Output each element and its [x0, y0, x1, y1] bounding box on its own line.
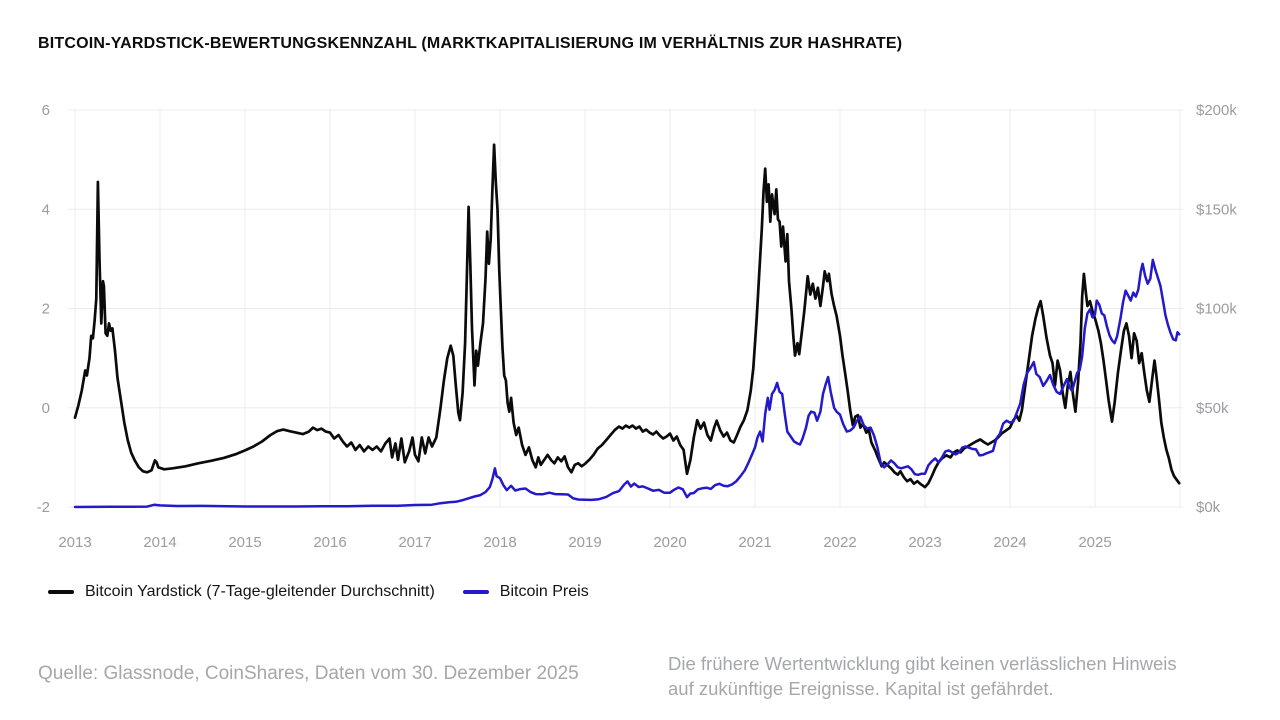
axis-labels: 6 4 2 0 -2 $200k $150k $100k $50k $0k 2013 2014 2015…: [37, 102, 1238, 551]
x-axis-tick-label: 2020: [653, 534, 686, 551]
price-line-swatch: [462, 590, 489, 594]
right-axis-tick-label: $50k: [1196, 400, 1229, 417]
x-axis-tick-label: 2013: [58, 534, 91, 551]
left-axis-tick-label: 6: [42, 102, 50, 119]
right-axis-tick-label: $0k: [1196, 499, 1221, 516]
legend-label-yardstick: Bitcoin Yardstick (7-Tage-gleitender Dur…: [85, 583, 435, 600]
right-axis-tick-label: $150k: [1196, 201, 1237, 218]
legend-label-price: Bitcoin Preis: [499, 583, 589, 600]
disclaimer-note: Die frühere Wertentwicklung gibt keinen …: [668, 651, 1248, 701]
x-axis-tick-label: 2024: [993, 534, 1026, 551]
legend: Bitcoin Yardstick (7-Tage-gleitender Dur…: [48, 583, 589, 601]
price-line: [73, 258, 1181, 509]
right-axis-tick-label: $100k: [1196, 301, 1237, 318]
yardstick-line: [73, 143, 1181, 489]
x-axis-tick-label: 2015: [228, 534, 261, 551]
x-axis-tick-label: 2025: [1078, 534, 1111, 551]
x-axis-tick-label: 2016: [313, 534, 346, 551]
left-axis-tick-label: 0: [42, 400, 50, 417]
disclaimer-line-1: Die frühere Wertentwicklung gibt keinen …: [668, 653, 1177, 674]
x-axis-tick-label: 2019: [568, 534, 601, 551]
legend-item-price: Bitcoin Preis: [462, 583, 589, 601]
left-axis-tick-label: -2: [37, 499, 50, 516]
left-axis-tick-label: 2: [42, 301, 50, 318]
x-axis-tick-label: 2017: [398, 534, 431, 551]
source-note: Quelle: Glassnode, CoinShares, Daten vom…: [38, 663, 579, 684]
disclaimer-line-2: auf zukünftige Ereignisse. Kapital ist g…: [668, 678, 1054, 699]
page-title: BITCOIN-YARDSTICK-BEWERTUNGSKENNZAHL (MA…: [38, 35, 903, 52]
gridlines: [68, 109, 1183, 508]
yardstick-line-swatch: [48, 590, 74, 594]
legend-item-yardstick: Bitcoin Yardstick (7-Tage-gleitender Dur…: [48, 583, 435, 601]
x-axis-tick-label: 2022: [823, 534, 856, 551]
x-axis-tick-label: 2018: [483, 534, 516, 551]
left-axis-tick-label: 4: [42, 201, 50, 218]
x-axis-tick-label: 2021: [738, 534, 771, 551]
x-axis-tick-label: 2023: [908, 534, 941, 551]
right-axis-tick-label: $200k: [1196, 102, 1237, 119]
x-axis-tick-label: 2014: [143, 534, 176, 551]
